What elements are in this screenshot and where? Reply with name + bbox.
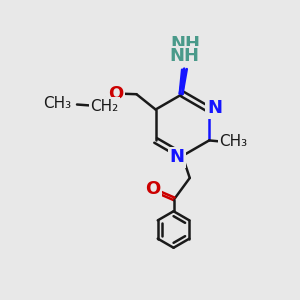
Text: =: = <box>183 51 197 69</box>
Text: NH: NH <box>170 46 200 64</box>
Text: CH₃: CH₃ <box>219 134 247 149</box>
Text: N: N <box>169 148 184 166</box>
Text: NH: NH <box>170 35 200 53</box>
Text: O: O <box>145 180 160 198</box>
Text: N: N <box>207 99 222 117</box>
Text: O: O <box>108 85 123 103</box>
Text: CH₃: CH₃ <box>44 96 72 111</box>
Text: CH₂: CH₂ <box>91 99 119 114</box>
